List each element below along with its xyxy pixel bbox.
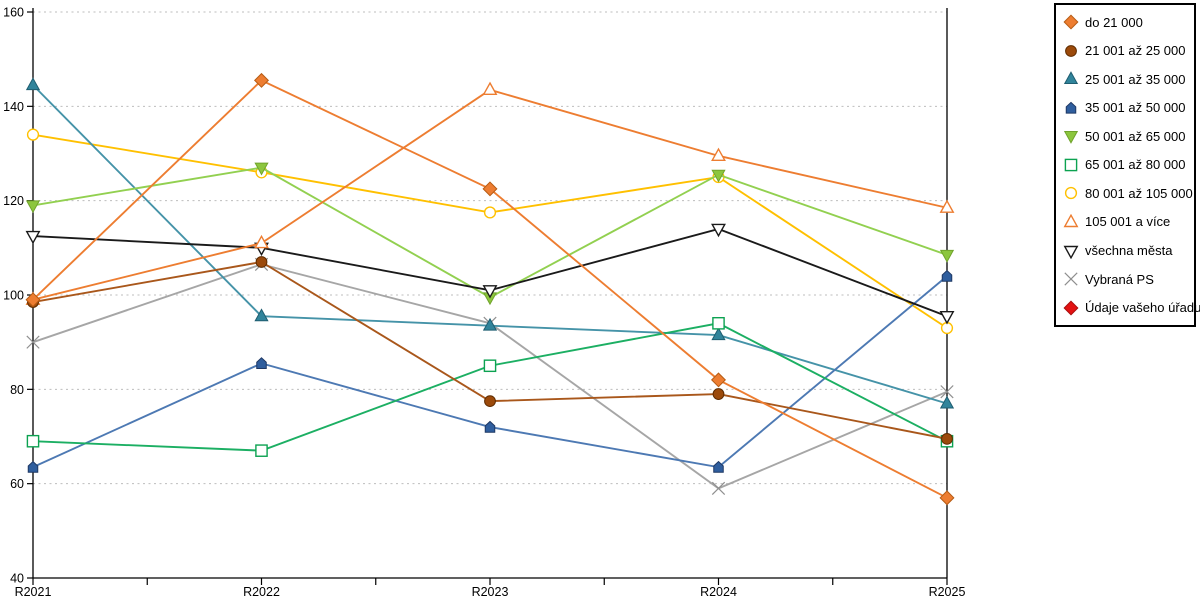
y-tick-label: 80 — [10, 383, 24, 397]
circle-icon — [1064, 187, 1078, 200]
triangle-up-icon — [1063, 71, 1079, 85]
legend-item-label: 105 001 a více — [1085, 214, 1171, 230]
y-tick-label: 160 — [3, 6, 24, 20]
legend-item-80-001-a-105-000: 80 001 až 105 000 — [1056, 185, 1194, 201]
series-do-21-000 — [25, 72, 955, 506]
legend-item-label: Vybraná PS — [1085, 271, 1154, 287]
y-tick-label: 60 — [10, 477, 24, 491]
legend-item-label: do 21 000 — [1085, 14, 1143, 30]
legend-item-105-001-a-v-ce: 105 001 a více — [1056, 213, 1194, 230]
x-tick-label: R2025 — [929, 585, 966, 599]
legend-item-65-001-a-80-000: 65 001 až 80 000 — [1056, 157, 1194, 173]
x-icon — [1064, 272, 1078, 286]
legend-item-do-21-000: do 21 000 — [1056, 14, 1194, 30]
legend-item-label: 80 001 až 105 000 — [1085, 185, 1193, 201]
series-25-001-a-35-000 — [25, 77, 955, 409]
legend-item-label: 35 001 až 50 000 — [1085, 100, 1186, 116]
legend-item-label: 65 001 až 80 000 — [1085, 157, 1186, 173]
x-tick-label: R2024 — [700, 585, 737, 599]
x-tick-label: R2023 — [472, 585, 509, 599]
legend-item-21-001-a-25-000: 21 001 až 25 000 — [1056, 43, 1194, 59]
y-tick-label: 40 — [10, 572, 24, 586]
line-chart: 40 60 80 100 120 140 160 R2021 R2022 R2023 R2024 R2… — [3, 6, 966, 600]
diamond-icon — [1063, 300, 1079, 316]
house-icon — [1065, 101, 1077, 114]
legend-item-label: všechna města — [1085, 243, 1173, 259]
legend-item-label: 25 001 až 35 000 — [1085, 71, 1186, 87]
legend-item-v-echna-m-sta: všechna města — [1056, 243, 1194, 259]
diamond-icon — [1063, 14, 1079, 30]
y-tick-label: 120 — [3, 194, 24, 208]
legend: do 21 000 21 001 až 25 000 25 001 až 35 00… — [1054, 3, 1200, 327]
legend-item-50-001-a-65-000: 50 001 až 65 000 — [1056, 128, 1194, 145]
square-icon — [1064, 158, 1078, 172]
x-tick-label: R2021 — [15, 585, 52, 599]
legend-item-label: 21 001 až 25 000 — [1085, 43, 1186, 59]
triangle-down-icon — [1063, 245, 1079, 259]
series-35-001-a-50-000 — [27, 269, 953, 473]
y-tick-label: 140 — [3, 100, 24, 114]
triangle-up-icon — [1063, 213, 1079, 228]
triangle-down-icon — [1063, 131, 1079, 145]
series-105-001-a-v-ce — [25, 81, 955, 305]
x-tick-label: R2022 — [243, 585, 280, 599]
series-21-001-a-25-000 — [27, 256, 953, 445]
y-tick-label: 100 — [3, 289, 24, 303]
legend-item-label: Údaje vašeho úřadu — [1085, 300, 1200, 316]
series-v-echna-m-sta — [25, 223, 955, 325]
legend-item-vybran-ps: Vybraná PS — [1056, 271, 1194, 287]
legend-item-35-001-a-50-000: 35 001 až 50 000 — [1056, 100, 1194, 116]
legend-item-25-001-a-35-000: 25 001 až 35 000 — [1056, 71, 1194, 87]
legend-item-daje-va-eho-adu: Údaje vašeho úřadu — [1056, 300, 1200, 316]
circle-icon — [1065, 44, 1077, 57]
legend-item-label: 50 001 až 65 000 — [1085, 128, 1186, 144]
